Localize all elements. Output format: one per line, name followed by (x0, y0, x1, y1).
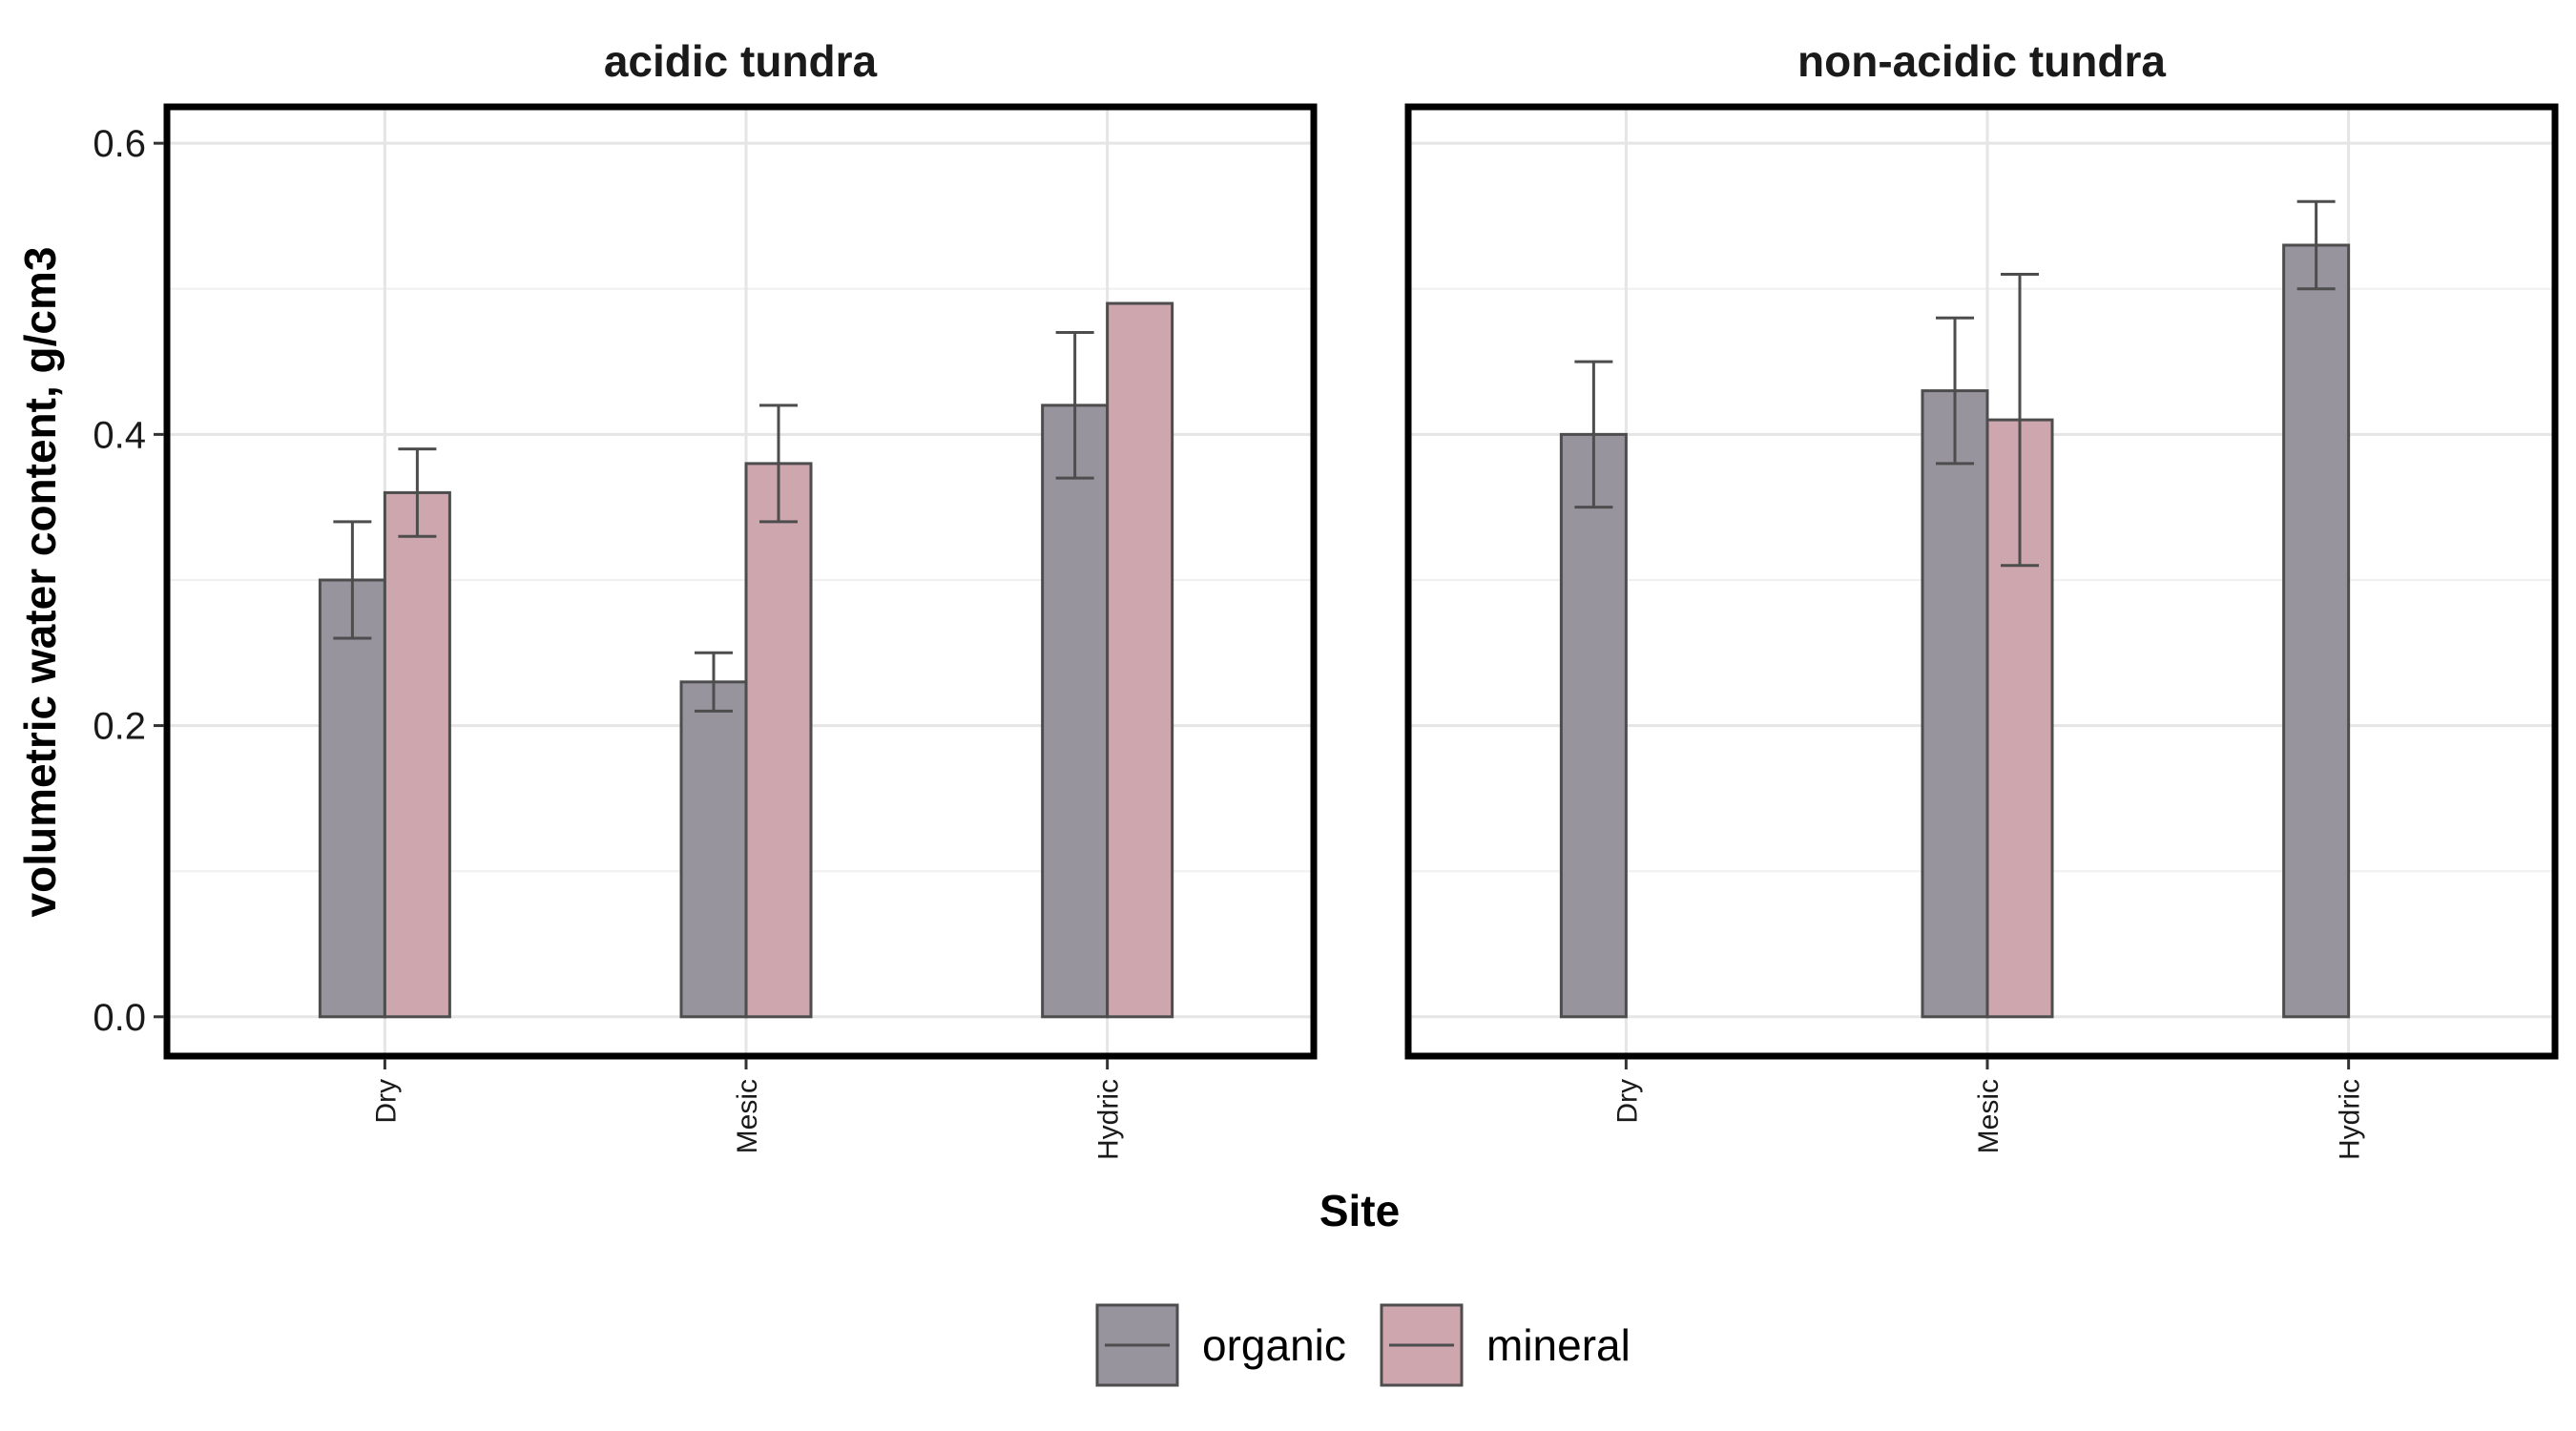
panel-title: acidic tundra (604, 36, 878, 86)
panels: acidic tundra Dry Mesic Hydric 0.0 0.2 0.4 0.6 n… (93, 36, 2559, 1160)
error-bar-mesic-organic (695, 651, 734, 713)
x-tick-label-dry: Dry (1611, 1079, 1643, 1124)
bar-dry-organic (1559, 432, 1628, 1019)
panel-2: non-acidic tundra Dry Mesic Hydric (1404, 36, 2559, 1160)
y-tick-label: 0.0 (93, 997, 146, 1039)
y-tick-label: 0.4 (93, 414, 146, 456)
legend-label-mineral: mineral (1486, 1320, 1631, 1370)
y-tick-label: 0.6 (93, 123, 146, 165)
bar-mesic-organic (679, 680, 748, 1019)
legend: organic mineral (1095, 1303, 1631, 1387)
panel-border (1404, 103, 2559, 1060)
bar-dry-mineral (383, 490, 451, 1019)
x-tick-label-dry: Dry (370, 1079, 402, 1124)
bar-hydric-organic (2282, 243, 2351, 1019)
error-bar-hydric-organic (1055, 331, 1094, 480)
error-bar-dry-mineral (398, 447, 437, 538)
error-bar-mesic-mineral (759, 404, 799, 524)
error-bar-dry-organic (1574, 360, 1613, 509)
y-axis-title: volumetric water content, g/cm3 (15, 247, 65, 918)
x-tick-label-mesic: Mesic (1973, 1079, 2005, 1153)
panel-1: acidic tundra Dry Mesic Hydric 0.0 0.2 0.4 0.6 (93, 36, 1318, 1160)
legend-item-organic: organic (1095, 1303, 1346, 1387)
x-axis-title: Site (1319, 1186, 1400, 1235)
error-bar-mesic-mineral (2001, 272, 2040, 568)
legend-label-organic: organic (1202, 1320, 1346, 1370)
panel-title: non-acidic tundra (1797, 36, 2166, 86)
error-bar-mesic-organic (1936, 316, 1975, 466)
bar-dry-organic (318, 578, 386, 1019)
bar-hydric-organic (1041, 404, 1110, 1019)
y-tick-label: 0.2 (93, 706, 146, 748)
error-bar-dry-organic (333, 520, 372, 640)
panel-border (163, 103, 1318, 1060)
x-tick-label-hydric: Hydric (1093, 1079, 1125, 1160)
bar-hydric-mineral (1106, 301, 1174, 1019)
error-bar-hydric-organic (2296, 199, 2336, 291)
bar-mesic-organic (1921, 389, 1989, 1019)
x-tick-label-mesic: Mesic (732, 1079, 763, 1153)
x-tick-label-hydric: Hydric (2335, 1079, 2366, 1160)
legend-item-mineral: mineral (1380, 1303, 1631, 1387)
bar-mesic-mineral (744, 462, 813, 1019)
